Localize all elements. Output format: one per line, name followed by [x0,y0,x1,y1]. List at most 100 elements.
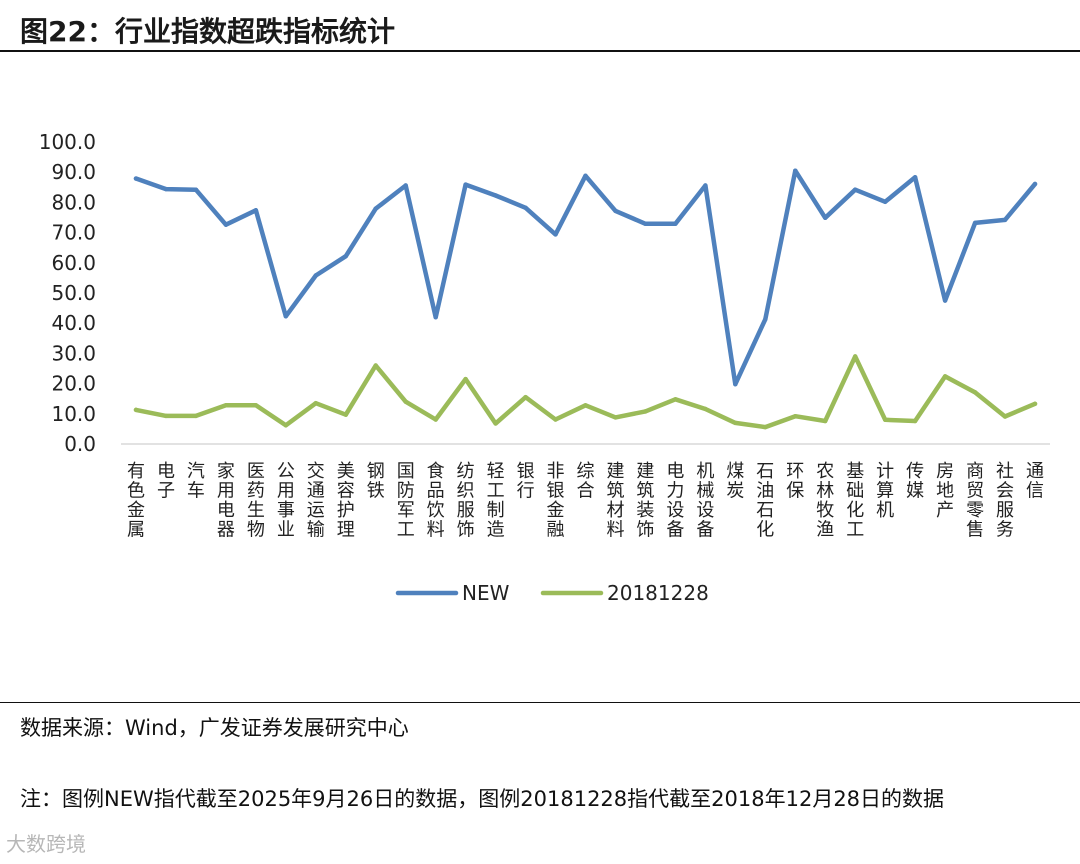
data-point [163,186,169,192]
x-axis: 有色金属电子汽车家用电器医药生物公用事业交通运输美容护理钢铁国防军工食品饮料纺织… [127,461,1044,541]
x-tick-label: 石油石化 [756,461,774,541]
x-tick-label: 传媒 [906,461,924,502]
data-point [583,403,588,408]
legend-label-1: 20181228 [607,581,709,605]
data-point [373,206,378,211]
data-point [823,418,828,424]
note-text: 注：图例NEW指代截至2025年9月26日的数据，图例20181228指代截至2… [20,787,945,811]
data-point [343,253,348,259]
x-tick-label: 建筑材料 [606,461,624,541]
x-tick-label: 有色金属 [127,461,145,541]
x-tick-label: 建筑装饰 [636,461,654,541]
data-point [493,421,498,426]
legend[interactable]: NEW 20181228 [395,581,709,605]
x-tick-label: 机械设备 [696,461,714,541]
y-tick-label: 0.0 [64,432,96,456]
source-text: 数据来源：Wind，广发证券发展研究中心 [20,716,409,740]
data-point [403,183,408,188]
bottom-divider [0,702,1080,703]
y-axis: 100.0 90.0 80.0 70.0 60.0 50.0 40.0 30.0 20.0 10.… [39,130,96,456]
x-tick-label: 通信 [1026,461,1044,502]
x-tick-label: 电子 [157,461,175,502]
data-point [882,417,888,423]
x-tick-label: 汽车 [187,461,205,502]
data-point [673,397,678,402]
data-point [1032,181,1038,187]
data-point [403,399,408,404]
data-point [253,208,259,213]
x-tick-label: 非银金融 [547,461,565,541]
data-point [733,420,738,426]
x-tick-label: 电力设备 [666,461,684,541]
x-tick-label: 食品饮料 [427,461,445,541]
x-tick-label: 农林牧渔 [816,461,834,541]
data-point [223,222,229,227]
data-point [912,175,918,180]
data-point [763,424,768,430]
data-point [523,205,528,211]
x-tick-label: 计算机 [876,461,894,521]
y-tick-label: 100.0 [39,130,96,154]
data-point [673,221,678,227]
series-group [133,168,1038,430]
data-point [283,423,289,428]
data-point [793,168,798,173]
data-point [1002,414,1008,419]
y-tick-label: 10.0 [51,402,96,426]
line-chart: 100.0 90.0 80.0 70.0 60.0 50.0 40.0 30.0 20.0 10.… [39,130,1050,605]
data-point [643,221,648,227]
x-tick-label: 家用电器 [217,461,235,541]
x-tick-label: 综合 [577,461,595,502]
x-tick-label: 社会服务 [996,461,1014,541]
data-point [133,176,139,181]
data-point [553,417,558,422]
data-point [433,417,438,422]
data-point [912,418,918,424]
x-tick-label: 医药生物 [247,461,265,541]
x-tick-label: 纺织服饰 [457,461,475,541]
data-point [733,382,738,387]
y-tick-label: 80.0 [51,190,96,214]
data-point [133,407,139,413]
x-tick-label: 煤炭 [726,461,744,502]
data-point [193,187,199,192]
data-point [493,193,498,198]
x-tick-label: 国防军工 [397,461,415,541]
data-point [523,394,528,400]
page-title: 图22：行业指数超跌指标统计 [20,15,395,48]
x-tick-label: 钢铁 [367,461,385,502]
x-tick-label: 基础化工 [846,461,864,541]
y-tick-label: 90.0 [51,160,96,184]
x-tick-label: 商贸零售 [966,461,984,541]
top-divider [0,50,1080,52]
y-tick-label: 20.0 [51,372,96,396]
data-point [793,414,798,419]
data-point [942,374,948,379]
watermark: 大数跨境 [6,832,86,856]
x-tick-label: 环保 [786,461,804,502]
data-point [463,182,468,187]
y-tick-label: 40.0 [51,311,96,335]
data-point [882,199,888,204]
x-tick-label: 美容护理 [337,461,355,541]
data-point [313,273,318,278]
data-point [463,376,468,382]
data-point [853,354,858,359]
data-point [223,403,229,408]
data-point [942,298,948,303]
data-point [643,409,648,414]
data-point [613,415,618,420]
data-point [613,208,618,214]
x-tick-label: 银行 [517,461,535,502]
data-point [703,183,708,188]
x-tick-label: 交通运输 [307,461,325,541]
data-point [763,317,768,322]
data-point [1002,217,1008,223]
data-point [823,215,828,221]
series-line-0 [133,168,1038,387]
x-tick-label: 公用事业 [277,461,295,541]
data-point [703,406,708,412]
data-point [972,220,978,226]
y-tick-label: 30.0 [51,341,96,365]
data-point [373,363,378,368]
